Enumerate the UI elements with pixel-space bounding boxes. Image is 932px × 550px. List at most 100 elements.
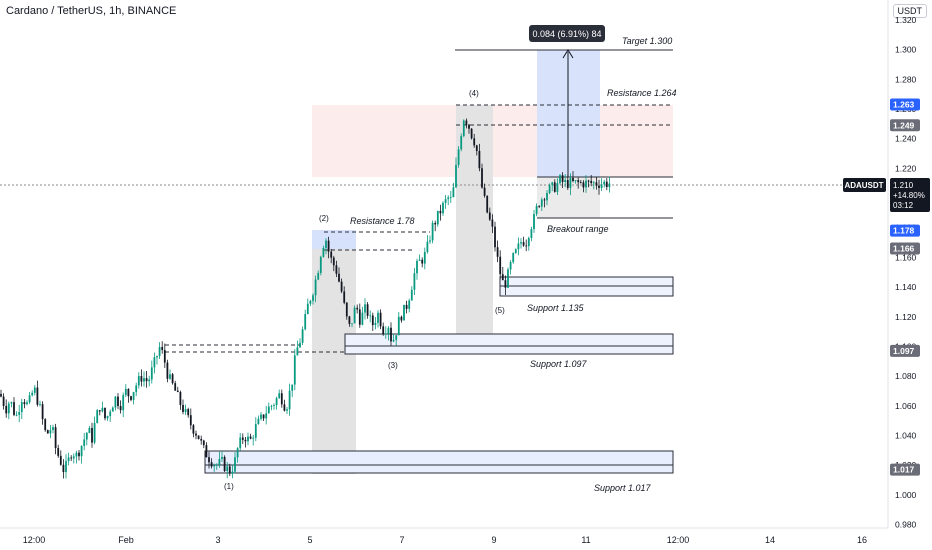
candle-body xyxy=(452,187,455,198)
candle-body xyxy=(187,409,190,416)
price-tick-label: 0.980 xyxy=(895,520,917,530)
candle-body xyxy=(78,452,80,457)
price-badge-box xyxy=(890,242,920,255)
candle-body xyxy=(535,206,538,215)
candle-body xyxy=(455,164,457,188)
candle-body xyxy=(304,314,307,330)
price-tick-label: 1.280 xyxy=(895,74,917,84)
price-tick-label: 1.060 xyxy=(895,401,917,411)
candle-body xyxy=(322,248,325,257)
candle-body xyxy=(512,253,515,263)
candle-body xyxy=(366,304,369,316)
candle-body xyxy=(62,464,65,473)
candle-body xyxy=(369,315,372,317)
candle-body xyxy=(23,402,26,405)
label-resistance-178: Resistance 1.78 xyxy=(350,216,415,226)
candle-body xyxy=(494,226,496,248)
candle-body xyxy=(595,182,598,186)
candle-body xyxy=(249,436,252,439)
candle-body xyxy=(382,326,385,335)
candle-body xyxy=(405,304,408,309)
price-axis[interactable]: 1.3201.3001.2801.2601.2401.2201.2001.180… xyxy=(895,15,917,530)
candle-body xyxy=(98,410,101,412)
candle-body xyxy=(410,289,413,301)
candle-body xyxy=(278,393,281,399)
candle-body xyxy=(530,229,533,239)
candle-body xyxy=(288,390,291,410)
candle-body xyxy=(104,407,106,419)
bar-countdown: 03:12 xyxy=(893,201,914,210)
candle-body xyxy=(538,206,541,207)
candle-body xyxy=(496,247,499,257)
candle-body xyxy=(319,256,322,273)
candle-body xyxy=(293,355,296,385)
price-badges: 1.263 1.249 1.178 1.166 1.097 1.017 xyxy=(890,98,920,476)
candle-body xyxy=(106,416,109,419)
candle-body xyxy=(403,304,405,321)
candle-body xyxy=(473,138,476,146)
candle-body xyxy=(543,199,546,201)
candle-body xyxy=(85,432,88,440)
candle-body xyxy=(481,168,483,188)
price-badge-box xyxy=(890,463,920,476)
symbol-badge: ADAUSDT xyxy=(844,181,883,190)
candle-body xyxy=(174,383,177,391)
candle-body xyxy=(75,452,78,457)
price-badge-box xyxy=(890,119,920,132)
candle-body xyxy=(504,280,507,288)
candle-body xyxy=(413,273,416,290)
chart-title[interactable]: Cardano / TetherUS, 1h, BINANCE xyxy=(6,5,177,17)
time-axis[interactable]: 12:00 Feb 3 5 7 9 11 12:00 14 16 xyxy=(23,535,867,545)
time-tick-label: 16 xyxy=(857,535,867,545)
candle-body xyxy=(501,274,504,281)
candle-body xyxy=(387,327,390,334)
candle-body xyxy=(600,184,603,188)
candle-body xyxy=(418,259,421,261)
candle-body xyxy=(88,427,91,433)
currency-badge[interactable]: USDT xyxy=(892,4,927,18)
price-tick-label: 1.000 xyxy=(895,490,917,500)
candle-body xyxy=(478,150,481,169)
candle-body xyxy=(348,316,351,324)
candle-body xyxy=(374,322,377,326)
candle-body xyxy=(314,279,317,296)
price-badge: 1.097 xyxy=(893,346,915,356)
highlight-zone-2-top xyxy=(312,230,356,249)
candle-body xyxy=(109,411,112,417)
candle-body xyxy=(447,197,450,200)
time-tick-label: 12:00 xyxy=(667,535,690,545)
candle-body xyxy=(533,214,535,230)
candle-body xyxy=(522,242,525,246)
candle-body xyxy=(390,327,392,342)
candle-body xyxy=(338,273,340,282)
candle-body xyxy=(582,182,585,188)
time-tick-label: 9 xyxy=(491,535,496,545)
candle-body xyxy=(421,259,424,264)
symbol-badge-box xyxy=(843,178,886,192)
candle-body xyxy=(117,396,119,407)
candle-body xyxy=(343,291,346,303)
candle-body xyxy=(127,388,130,397)
wave-label-5: (5) xyxy=(495,306,505,315)
candle-body xyxy=(145,378,148,382)
candle-body xyxy=(195,433,197,436)
candle-body xyxy=(130,396,132,400)
candle-body xyxy=(345,302,348,317)
candle-body xyxy=(49,430,52,434)
candle-body xyxy=(358,309,361,325)
candle-body xyxy=(457,149,460,165)
candle-body xyxy=(189,415,192,426)
candle-body xyxy=(444,199,447,203)
candle-body xyxy=(67,457,70,462)
candle-body xyxy=(262,414,265,419)
candle-body xyxy=(241,437,244,440)
candle-body xyxy=(267,406,270,414)
price-tick-label: 1.120 xyxy=(895,312,917,322)
time-tick-label: 5 xyxy=(307,535,312,545)
candle-body xyxy=(15,414,18,416)
candle-body xyxy=(124,388,127,396)
candle-body xyxy=(223,456,226,472)
candle-body xyxy=(20,402,23,412)
wave-label-4: (4) xyxy=(469,89,479,98)
